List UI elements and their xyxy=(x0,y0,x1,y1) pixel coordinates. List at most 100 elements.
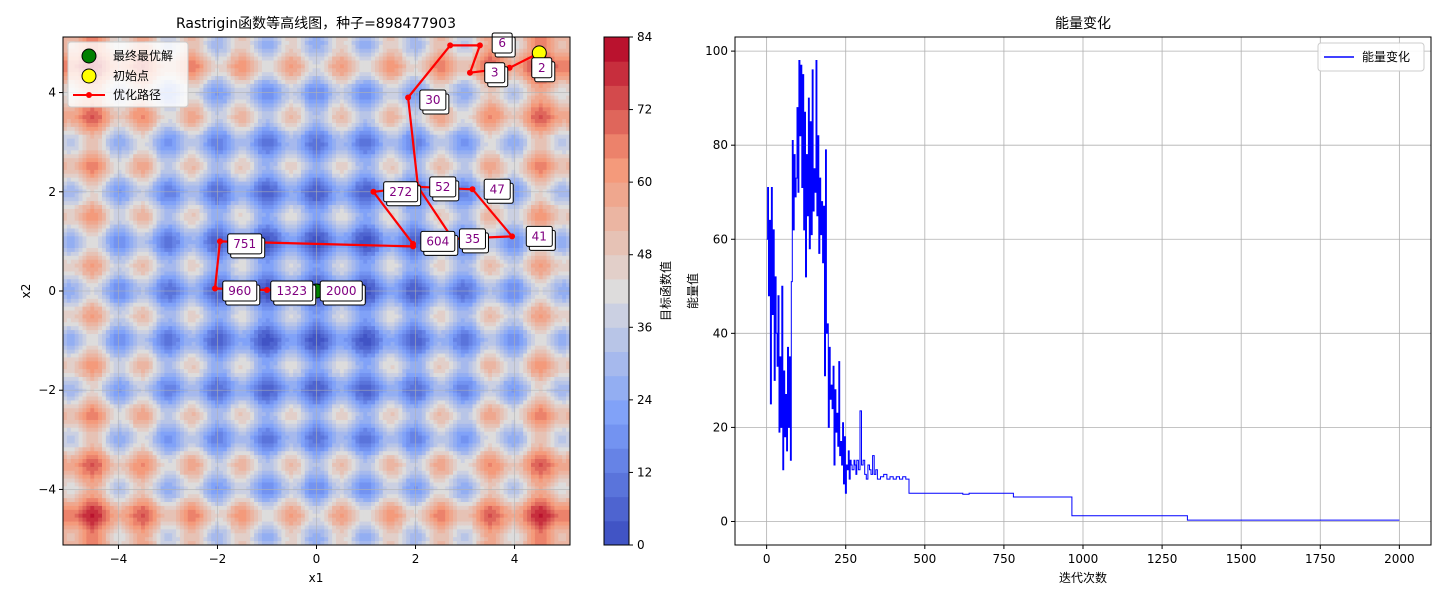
annotation-box xyxy=(227,233,263,255)
contour-xtick-label: −2 xyxy=(209,552,227,566)
optimization-path-point xyxy=(509,233,516,240)
iteration-annotation: 6 xyxy=(491,32,516,58)
energy-axis-ticks: 0 250 500 750 1000 1250 1500 1750 2000 0 20 40 60 80 1… xyxy=(705,44,1415,566)
energy-panel: 能量变化 0 250 500 750 1000 1250 1500 1750 2000 0 20 40… xyxy=(685,16,1432,585)
colorbar-level xyxy=(604,37,629,62)
contour-ytick-label: −2 xyxy=(38,383,56,397)
iteration-annotation: 960 xyxy=(222,280,261,306)
annotation-box xyxy=(383,181,419,203)
colorbar: 0 12 24 36 48 60 72 84 目标函数值 xyxy=(603,30,673,552)
iteration-annotation: 35 xyxy=(458,228,489,254)
colorbar-tick-label: 12 xyxy=(637,465,652,479)
energy-ylabel: 能量值 xyxy=(685,273,700,309)
energy-ytick-label: 40 xyxy=(713,326,728,340)
optimization-path-point xyxy=(263,287,270,294)
annotation-box xyxy=(270,280,314,302)
optimization-path-point xyxy=(476,42,483,49)
energy-ytick-label: 0 xyxy=(720,514,728,528)
colorbar-level xyxy=(604,399,629,425)
optimization-path-point xyxy=(469,186,476,193)
contour-ytick-label: 2 xyxy=(48,185,56,199)
contour-legend: 最终最优解 初始点 优化路径 xyxy=(67,41,189,108)
iteration-annotation: 2 xyxy=(531,57,556,83)
energy-xtick-label: 250 xyxy=(834,552,857,566)
energy-xlabel: 迭代次数 xyxy=(1059,570,1107,585)
iteration-annotation: 272 xyxy=(383,181,422,207)
annotation-label: 604 xyxy=(426,234,449,248)
optimization-path-point xyxy=(410,243,417,250)
energy-xtick-label: 0 xyxy=(763,552,771,566)
annotation-box xyxy=(419,89,447,111)
annotation-label: 960 xyxy=(228,284,251,298)
contour-ytick-label: 4 xyxy=(48,86,56,100)
contour-ytick-label: −4 xyxy=(38,482,56,496)
colorbar-level xyxy=(604,351,629,377)
energy-ytick-label: 100 xyxy=(705,44,728,58)
legend-start-marker xyxy=(81,68,97,84)
colorbar-level xyxy=(604,472,629,498)
energy-xtick-label: 750 xyxy=(992,552,1015,566)
colorbar-level xyxy=(604,157,629,183)
colorbar-level xyxy=(604,85,629,111)
annotation-label: 2000 xyxy=(326,284,357,298)
annotation-label: 1323 xyxy=(276,284,307,298)
contour-title: Rastrigin函数等高线图，种子=898477903 xyxy=(176,15,456,32)
colorbar-tick-label: 0 xyxy=(637,538,645,552)
optimization-path-point xyxy=(447,42,454,49)
colorbar-level xyxy=(604,206,629,232)
optimization-path-point xyxy=(216,238,223,245)
contour-xlabel: x1 xyxy=(309,571,324,585)
legend-best-marker xyxy=(81,48,97,64)
iteration-annotation: 47 xyxy=(483,178,514,204)
energy-ytick-label: 80 xyxy=(713,138,728,152)
colorbar-tick-label: 60 xyxy=(637,175,652,189)
energy-legend: 能量变化 xyxy=(1317,42,1425,72)
optimization-path-point xyxy=(370,188,377,195)
iteration-annotation: 751 xyxy=(227,233,266,259)
annotation-box xyxy=(525,225,553,247)
iteration-annotations: 2 3 6 30 47 52 272 41 35 604 751 960 1323 2000 xyxy=(222,32,556,306)
energy-ytick-label: 20 xyxy=(713,420,728,434)
optimization-path-point xyxy=(405,94,412,101)
legend-path-label: 优化路径 xyxy=(113,87,161,102)
iteration-annotation: 52 xyxy=(429,176,460,202)
optimization-path-point xyxy=(466,69,473,76)
colorbar-level xyxy=(604,327,629,352)
energy-xtick-label: 1500 xyxy=(1226,552,1257,566)
annotation-label: 751 xyxy=(233,237,256,251)
iteration-annotation: 2000 xyxy=(319,280,366,306)
colorbar-tick-label: 84 xyxy=(637,30,652,44)
legend-best-label: 最终最优解 xyxy=(113,48,173,63)
colorbar-level xyxy=(604,278,629,304)
colorbar-level xyxy=(604,182,629,207)
legend-path-dot xyxy=(86,92,92,98)
iteration-annotation: 41 xyxy=(525,225,556,251)
colorbar-level xyxy=(604,133,629,159)
energy-legend-box xyxy=(1317,42,1425,72)
colorbar-tick-label: 24 xyxy=(637,393,652,407)
annotation-label: 47 xyxy=(490,182,505,196)
colorbar-level xyxy=(604,520,629,546)
annotation-box xyxy=(458,228,486,250)
contour-xtick-label: 2 xyxy=(412,552,420,566)
annotation-box xyxy=(484,62,506,84)
annotation-label: 35 xyxy=(465,232,480,246)
colorbar-level xyxy=(604,61,629,86)
colorbar-levels xyxy=(604,37,629,546)
energy-legend-label: 能量变化 xyxy=(1362,49,1410,64)
energy-xtick-label: 1750 xyxy=(1305,552,1336,566)
colorbar-level xyxy=(604,303,629,328)
energy-xtick-label: 1000 xyxy=(1068,552,1099,566)
energy-series-line xyxy=(766,60,1400,521)
annotation-label: 272 xyxy=(389,185,412,199)
annotation-box xyxy=(222,280,258,302)
annotation-label: 2 xyxy=(538,61,546,75)
annotation-box xyxy=(483,178,511,200)
contour-ylabel: x2 xyxy=(19,284,33,299)
contour-xtick-label: 0 xyxy=(313,552,321,566)
optimization-path-point xyxy=(212,285,219,292)
annotation-box xyxy=(491,32,513,54)
energy-xtick-label: 1250 xyxy=(1147,552,1178,566)
annotation-label: 6 xyxy=(498,36,506,50)
colorbar-level xyxy=(604,424,629,449)
